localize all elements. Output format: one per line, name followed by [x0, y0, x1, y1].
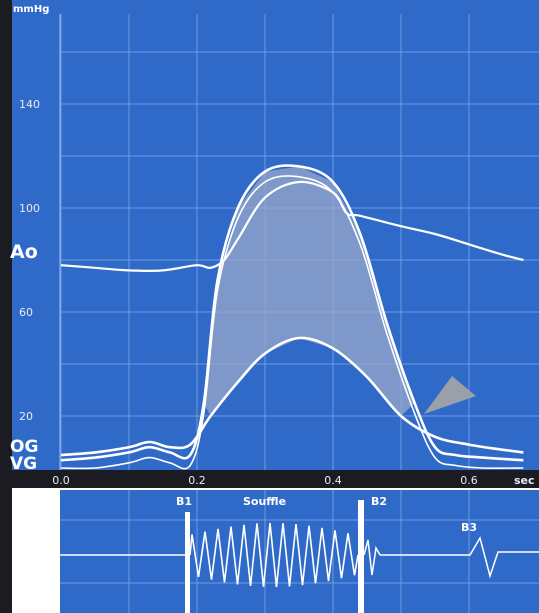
curve-label-vg: VG — [10, 454, 37, 474]
curve-label-ao: Ao — [10, 241, 38, 263]
x-axis-unit-label: sec — [514, 474, 535, 487]
x-tick-label: 0.6 — [460, 474, 478, 487]
y-axis-unit-label: mmHg — [13, 4, 49, 15]
pcg-b1-marker — [185, 512, 190, 613]
pcg-label-souffle: Souffle — [243, 495, 286, 508]
left-axis-strip — [0, 0, 12, 613]
pressure-curves — [60, 164, 524, 470]
y-tick-label: 140 — [19, 98, 40, 111]
curve-label-og: OG — [10, 437, 38, 457]
series-line-vg — [60, 164, 524, 462]
series-line-ao — [60, 180, 524, 273]
pressure-gradient-area — [203, 166, 415, 416]
x-axis-band — [12, 470, 539, 488]
pcg-b3-wave — [380, 536, 539, 579]
pcg-label-b1: B1 — [176, 495, 192, 508]
phonocardiogram — [60, 500, 539, 613]
pcg-b2-wave — [363, 539, 381, 576]
y-tick-label: 60 — [19, 306, 33, 319]
x-tick-label: 0.4 — [324, 474, 342, 487]
pcg-b2-marker — [358, 500, 364, 613]
crossing-arrow-marker — [424, 376, 476, 414]
pcg-souffle-wave — [189, 522, 359, 588]
series-line-og — [60, 336, 524, 457]
pcg-label-b3: B3 — [461, 521, 477, 534]
x-tick-label: 0.2 — [188, 474, 206, 487]
pcg-grid — [60, 490, 539, 613]
y-tick-label: 100 — [19, 202, 40, 215]
y-tick-label: 20 — [19, 410, 33, 423]
x-tick-label: 0.0 — [52, 474, 70, 487]
series-line-vg-inner — [60, 175, 524, 470]
pcg-label-b2: B2 — [371, 495, 387, 508]
